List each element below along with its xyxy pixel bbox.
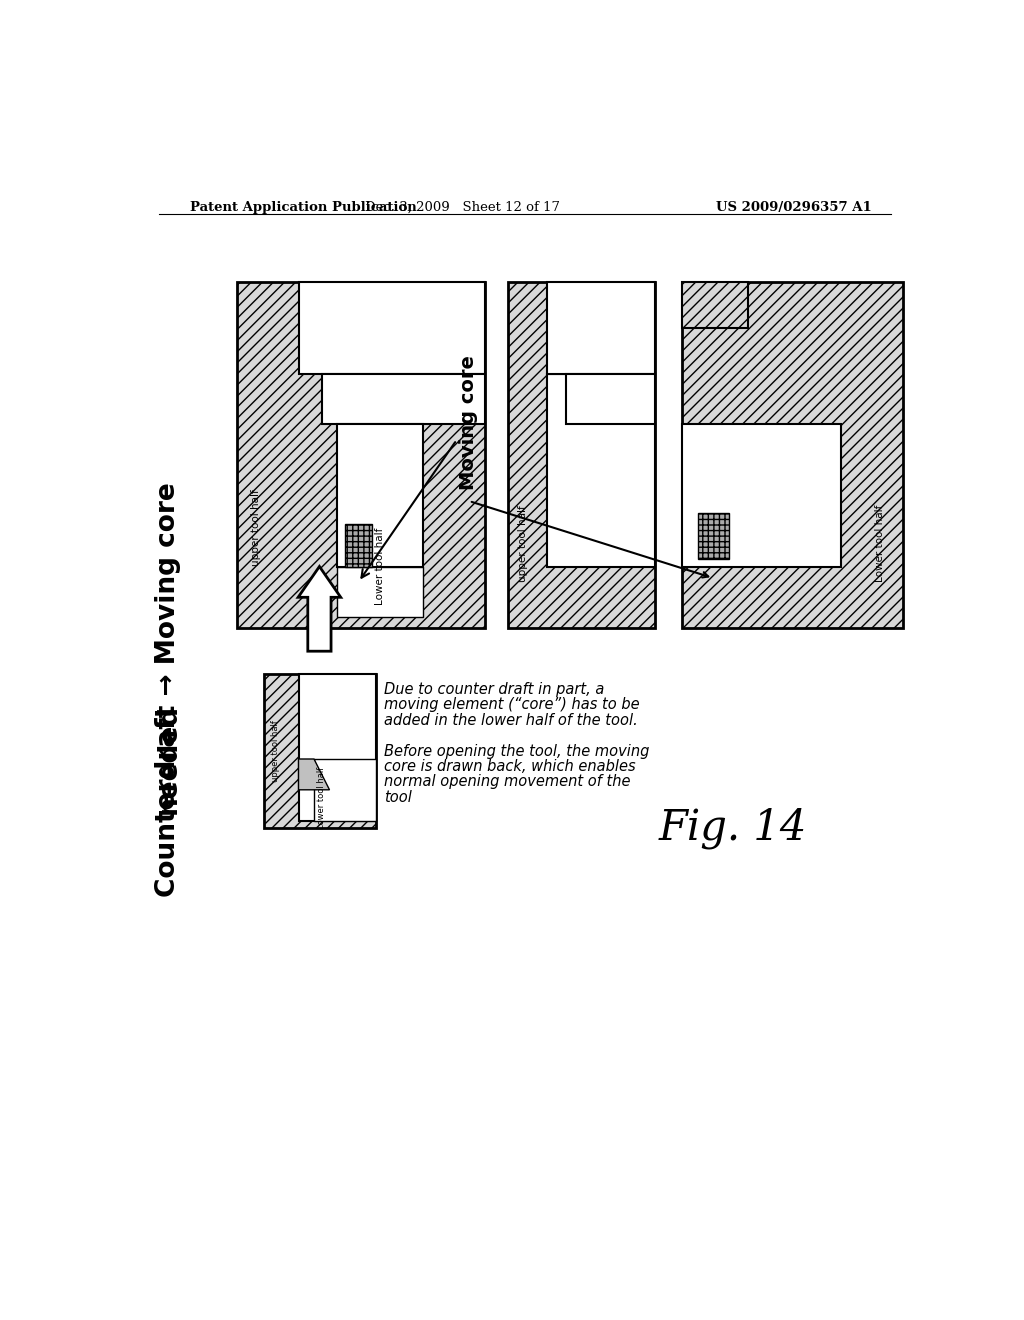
Text: normal opening movement of the: normal opening movement of the	[384, 775, 630, 789]
Bar	[322, 374, 484, 424]
Bar	[345, 524, 372, 566]
Text: Before opening the tool, the moving: Before opening the tool, the moving	[384, 743, 649, 759]
Bar	[263, 675, 376, 829]
Text: Due to counter draft in part, a: Due to counter draft in part, a	[384, 682, 604, 697]
Bar	[682, 424, 841, 566]
Text: Lower tool half: Lower tool half	[317, 767, 327, 829]
Text: upper tool half: upper tool half	[270, 721, 280, 783]
Text: upper tool half: upper tool half	[518, 506, 528, 582]
Text: Patent Application Publication: Patent Application Publication	[190, 201, 417, 214]
Text: Lower tool half: Lower tool half	[375, 528, 385, 605]
Text: added in the lower half of the tool.: added in the lower half of the tool.	[384, 713, 638, 727]
Text: Counterdraft → Moving core: Counterdraft → Moving core	[156, 482, 181, 898]
Bar	[314, 759, 376, 821]
FancyArrow shape	[298, 566, 341, 651]
Text: needed: needed	[156, 704, 181, 814]
Bar	[547, 374, 655, 566]
Bar	[299, 281, 484, 374]
Text: Dec. 3, 2009   Sheet 12 of 17: Dec. 3, 2009 Sheet 12 of 17	[366, 201, 560, 214]
Bar	[682, 281, 903, 628]
Text: Moving core: Moving core	[361, 355, 478, 578]
Text: moving element (“core”) has to be: moving element (“core”) has to be	[384, 697, 639, 713]
Text: upper tool half: upper tool half	[251, 490, 261, 566]
Bar	[566, 374, 655, 424]
Text: core is drawn back, which enables: core is drawn back, which enables	[384, 759, 635, 774]
Bar	[337, 424, 423, 566]
Text: US 2009/0296357 A1: US 2009/0296357 A1	[716, 201, 872, 214]
Text: Lower tool half: Lower tool half	[874, 504, 885, 582]
Bar	[697, 512, 729, 558]
Text: tool: tool	[384, 789, 412, 805]
Polygon shape	[299, 759, 330, 789]
Bar	[547, 281, 655, 374]
Bar	[682, 281, 748, 327]
Bar	[237, 281, 484, 628]
Bar	[299, 675, 376, 821]
Bar	[337, 566, 423, 616]
Bar	[508, 281, 655, 628]
Text: Fig. 14: Fig. 14	[658, 808, 807, 849]
